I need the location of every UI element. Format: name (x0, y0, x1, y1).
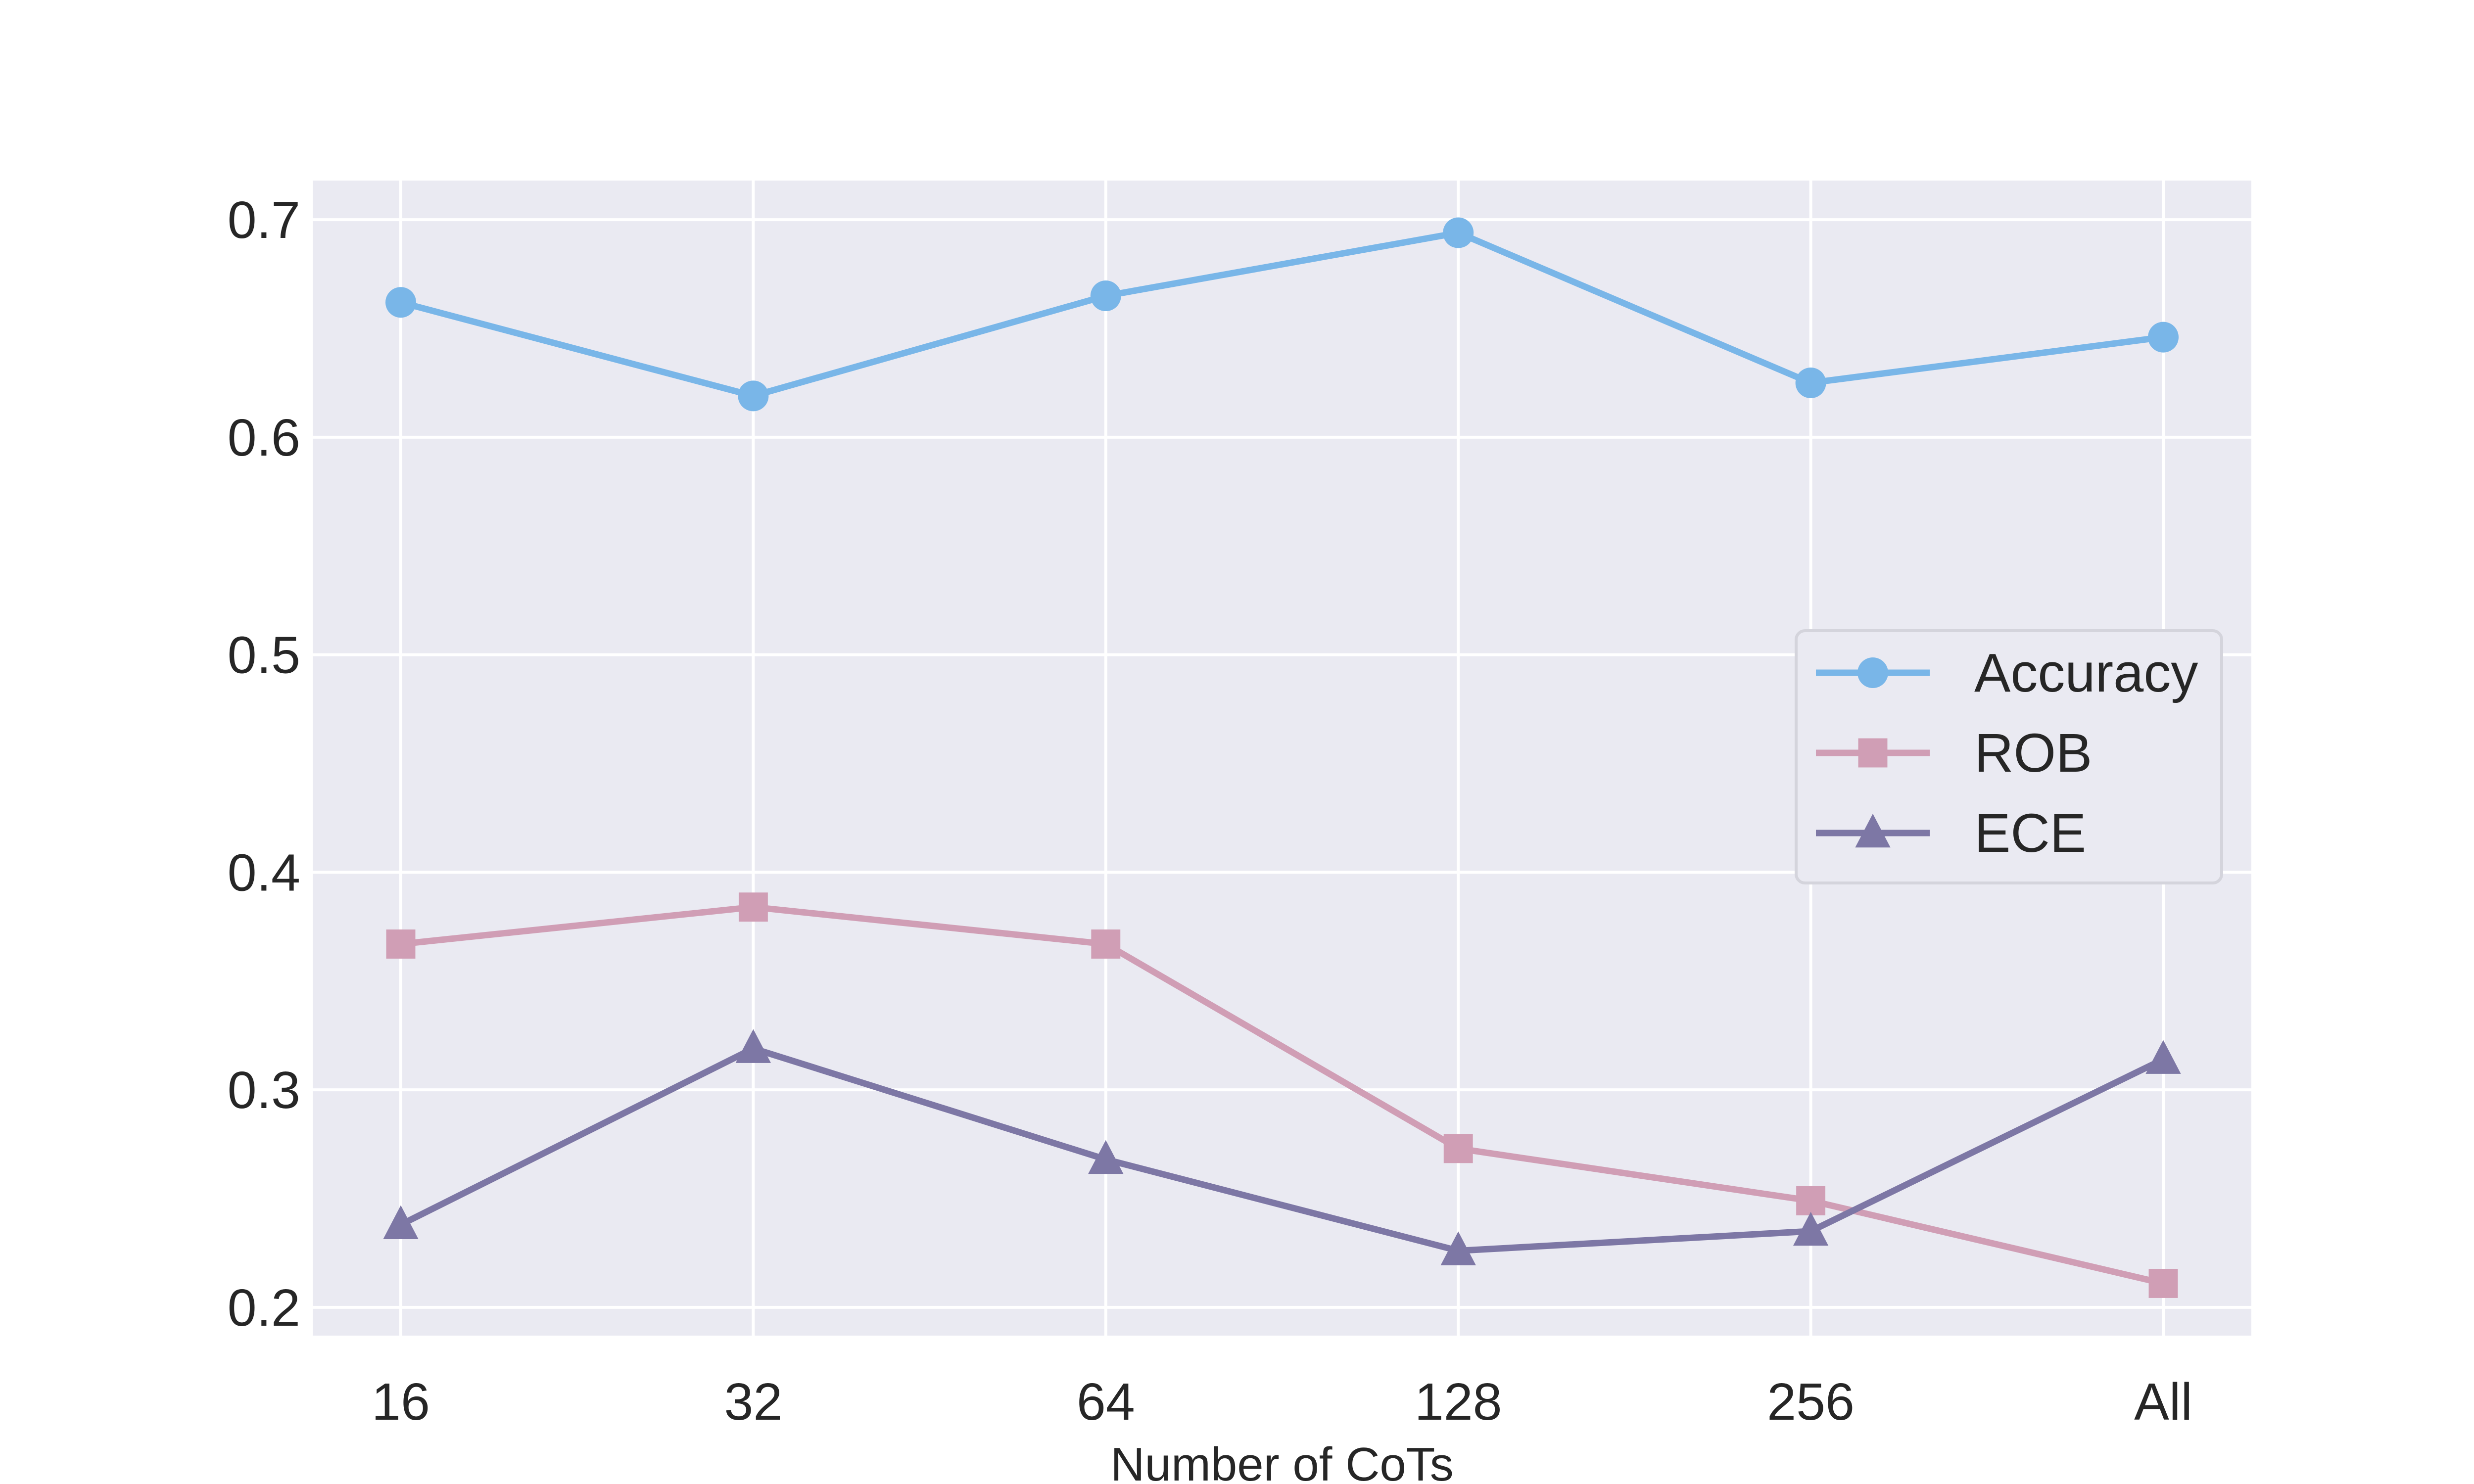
series-rob (386, 892, 2178, 1298)
y-tick-label: 0.4 (228, 843, 300, 902)
series-line (399, 1045, 2165, 1254)
data-point (1795, 367, 1826, 398)
x-axis-label: Number of CoTs (1110, 1438, 1454, 1484)
data-point (1796, 1186, 1826, 1215)
series-accuracy (385, 217, 2179, 412)
data-point (2148, 322, 2179, 353)
data-point (738, 380, 769, 412)
y-tick-label: 0.6 (228, 409, 300, 467)
y-tick-labels: 0.2 0.3 0.4 0.5 0.6 0.7 (228, 191, 300, 1337)
data-point (383, 1205, 419, 1240)
square-marker (1858, 738, 1888, 768)
data-point (1090, 280, 1121, 312)
series-layer (383, 217, 2181, 1298)
triangle-marker (1855, 813, 1891, 848)
legend-label: ROB (1974, 723, 2092, 784)
series-line (400, 230, 2164, 399)
x-tick-labels: 16 32 64 128 256 All (372, 1373, 2192, 1431)
x-tick-label: 256 (1767, 1373, 1855, 1431)
data-point (2148, 1269, 2178, 1298)
data-point (1091, 929, 1121, 959)
series-line (400, 904, 2164, 1287)
y-tick-label: 0.3 (228, 1061, 300, 1119)
legend-item: ECE (1816, 803, 2086, 864)
data-point (1440, 1231, 1476, 1265)
x-tick-label: 32 (724, 1373, 782, 1431)
data-point (1088, 1140, 1124, 1174)
x-tick-label: 128 (1415, 1373, 1502, 1431)
legend-label: ECE (1974, 803, 2086, 864)
y-tick-label: 0.2 (228, 1279, 300, 1337)
data-point (1443, 217, 1474, 248)
data-point (2145, 1040, 2181, 1074)
data-point (738, 892, 768, 922)
data-point (386, 929, 416, 959)
y-tick-label: 0.5 (228, 626, 300, 685)
legend-item: Accuracy (1816, 643, 2198, 703)
circle-marker (1857, 657, 1888, 688)
legend-label: Accuracy (1974, 643, 2198, 703)
x-tick-label: All (2134, 1373, 2192, 1431)
data-point (385, 287, 416, 318)
legend: Accuracy ROB ECE (1795, 629, 2223, 884)
data-point (735, 1029, 771, 1063)
legend-box (1795, 629, 2223, 884)
series-ece (383, 1029, 2181, 1265)
y-tick-label: 0.7 (228, 191, 300, 249)
data-point (1793, 1211, 1829, 1246)
data-point (1443, 1134, 1473, 1163)
x-tick-label: 64 (1077, 1373, 1135, 1431)
x-tick-label: 16 (372, 1373, 430, 1431)
legend-item: ROB (1816, 723, 2092, 784)
